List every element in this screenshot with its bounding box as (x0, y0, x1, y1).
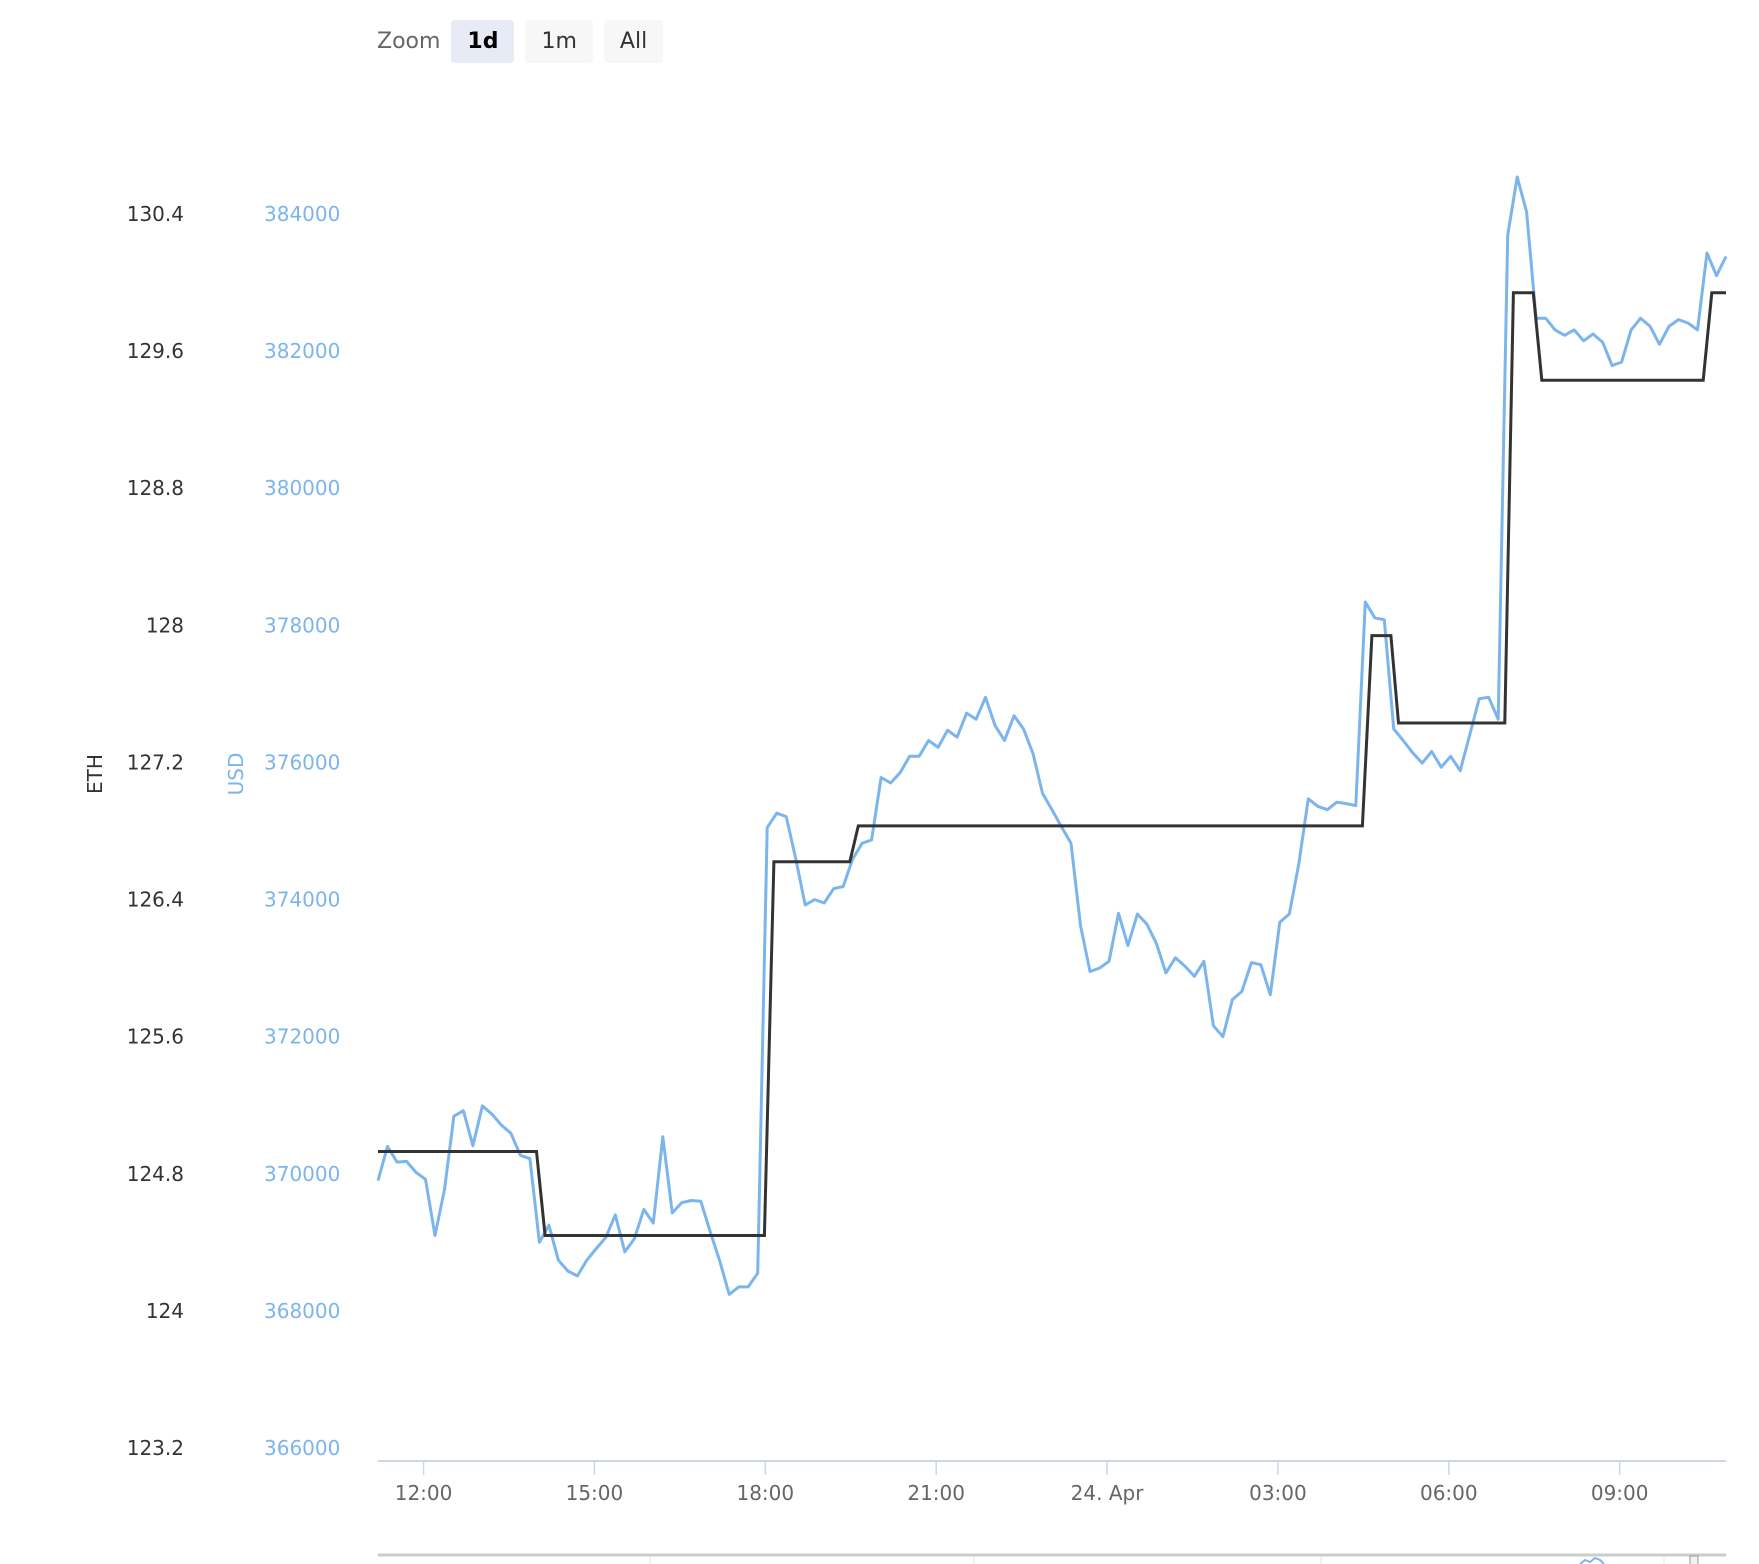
eth-tick-label: 129.6 (127, 339, 184, 363)
x-tick-label: 12:00 (395, 1481, 453, 1505)
usd-tick-label: 370000 (264, 1162, 340, 1186)
navigator[interactable] (378, 1553, 1726, 1564)
x-tick-label: 15:00 (566, 1481, 624, 1505)
eth-tick-label: 124.8 (127, 1162, 184, 1186)
usd-tick-label: 372000 (264, 1025, 340, 1049)
usd-tick-label: 378000 (264, 613, 340, 637)
x-tick-label: 03:00 (1249, 1481, 1307, 1505)
usd-series-line (376, 175, 1728, 1296)
eth-series-line (378, 291, 1726, 1237)
usd-tick-label: 384000 (264, 202, 340, 226)
eth-tick-label: 128.8 (127, 476, 184, 500)
usd-tick-label: 376000 (264, 750, 340, 774)
usd-tick-label: 368000 (264, 1299, 340, 1323)
eth-tick-label: 128 (146, 613, 184, 637)
eth-tick-label: 125.6 (127, 1025, 184, 1049)
x-tick-label: 21:00 (907, 1481, 965, 1505)
usd-tick-label: 380000 (264, 476, 340, 500)
usd-tick-label: 374000 (264, 888, 340, 912)
x-tick-label: 06:00 (1420, 1481, 1478, 1505)
eth-tick-label: 124 (146, 1299, 184, 1323)
zoom-1m-button[interactable]: 1m (525, 20, 593, 63)
eth-tick-label: 126.4 (127, 888, 184, 912)
eth-tick-label: 123.2 (127, 1436, 184, 1460)
zoom-1d-button[interactable]: 1d (451, 20, 515, 63)
x-tick-label: 24. Apr (1071, 1481, 1145, 1505)
zoom-all-button[interactable]: All (603, 20, 664, 63)
usd-tick-label: 366000 (264, 1436, 340, 1460)
usd-tick-label: 382000 (264, 339, 340, 363)
navigator-series (1579, 1556, 1605, 1564)
x-tick-label: 18:00 (736, 1481, 794, 1505)
eth-axis-title: ETH (83, 754, 107, 794)
eth-tick-label: 127.2 (127, 750, 184, 774)
range-selector: Zoom 1d 1m All (377, 20, 664, 63)
usd-axis-title: USD (224, 753, 248, 796)
eth-tick-label: 130.4 (127, 202, 184, 226)
navigator-handle-right[interactable] (1689, 1555, 1699, 1564)
x-tick-label: 09:00 (1591, 1481, 1649, 1505)
zoom-label: Zoom (377, 29, 441, 54)
